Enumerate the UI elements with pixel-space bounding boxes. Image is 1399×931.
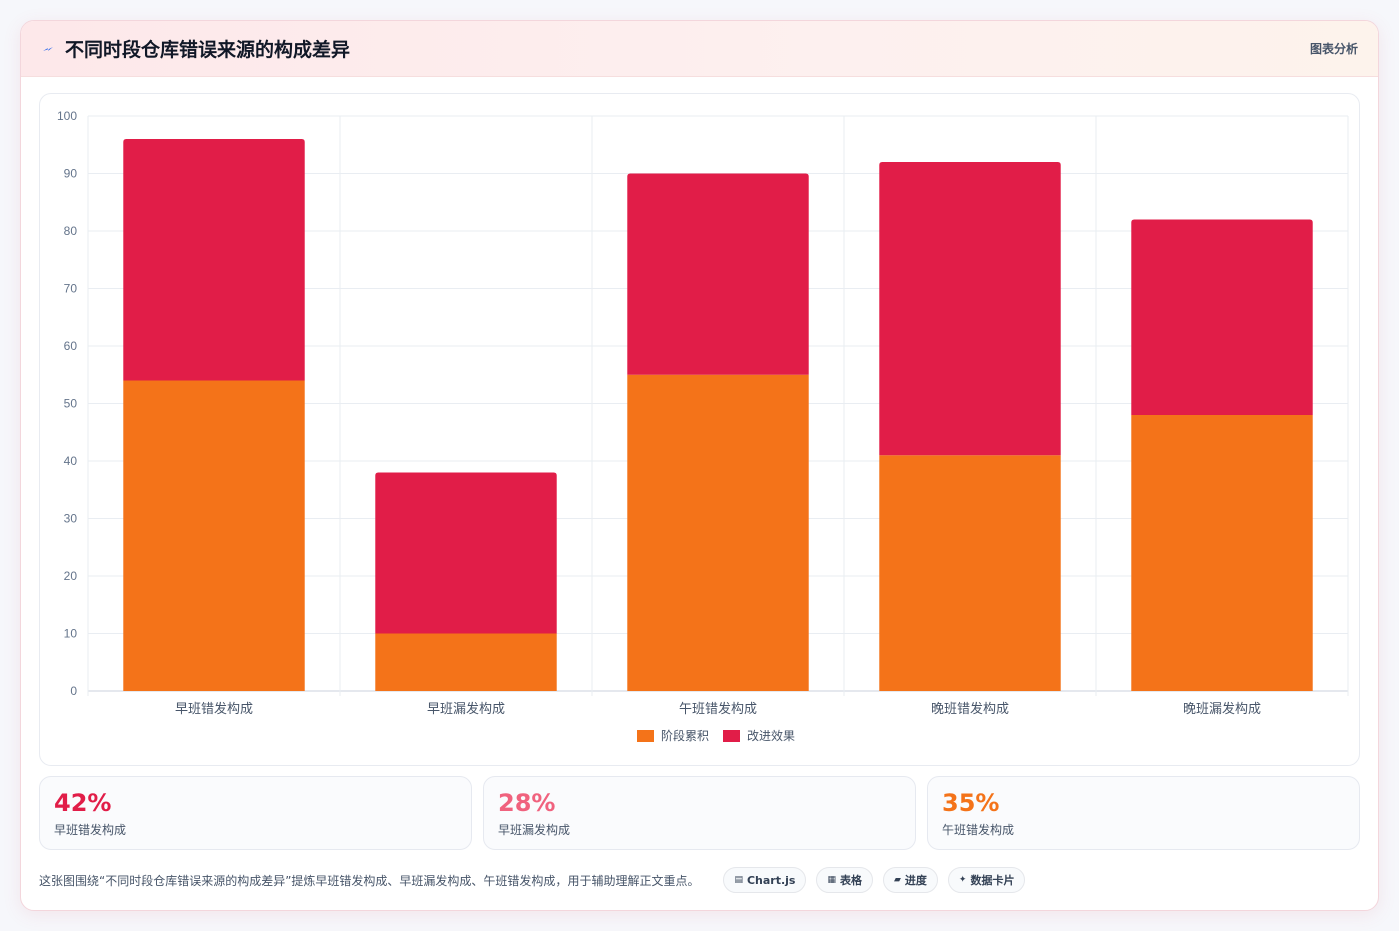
stat-card: 42% 早班错发构成	[39, 776, 472, 850]
y-tick-label: 40	[64, 454, 78, 468]
x-tick-label: 晚班错发构成	[931, 701, 1009, 716]
x-tick-label: 早班错发构成	[175, 701, 253, 716]
page-title: 不同时段仓库错误来源的构成差异	[65, 39, 351, 61]
stat-value: 28%	[498, 789, 556, 817]
chip-label: Chart.js	[746, 873, 796, 887]
bar-segment	[123, 139, 305, 381]
x-tick-label: 晚班漏发构成	[1183, 701, 1261, 716]
chart-card: 不同时段仓库错误来源的构成差异 图表分析 0 10 20 30 40 50 60 70 80 90…	[20, 20, 1379, 911]
bar-segment	[627, 374, 809, 691]
title-wrap: 不同时段仓库错误来源的构成差异	[41, 35, 350, 62]
card-header: 不同时段仓库错误来源的构成差异 图表分析	[21, 21, 1378, 77]
y-tick-label: 100	[57, 109, 77, 123]
stat-label: 午班错发构成	[942, 823, 1015, 837]
y-tick-label: 60	[64, 339, 78, 353]
chart-icon: ▤	[734, 875, 743, 885]
chip-chartjs[interactable]: ▤ Chart.js	[723, 867, 807, 893]
lightning-icon	[43, 46, 53, 51]
legend-label: 改进效果	[747, 728, 795, 743]
table-icon: ▦	[827, 875, 836, 885]
header-tag: 图表分析	[1309, 42, 1358, 56]
stat-card: 28% 早班漏发构成	[483, 776, 916, 850]
stat-value: 35%	[942, 789, 1000, 817]
y-tick-label: 90	[64, 167, 78, 181]
chip-label: 进度	[904, 874, 927, 887]
stat-label: 早班漏发构成	[498, 823, 571, 837]
progress-icon: ▰	[894, 875, 901, 885]
footer: 这张图围绕“不同时段仓库错误来源的构成差异”提炼早班错发构成、早班漏发构成、午班…	[39, 864, 1360, 896]
y-tick-label: 0	[70, 684, 77, 698]
legend-swatch	[723, 730, 740, 742]
bar-segment	[627, 173, 809, 375]
y-tick-label: 50	[64, 397, 78, 411]
y-tick-label: 30	[64, 512, 78, 526]
legend-swatch	[637, 730, 654, 742]
bar-segment	[879, 162, 1061, 456]
chart-container: 0 10 20 30 40 50 60 70 80 90 100 早班错发构成 早班漏发构成 午班错发构成…	[39, 93, 1360, 766]
bar-segment	[375, 633, 557, 691]
chip-progress[interactable]: ▰ 进度	[883, 867, 938, 893]
x-tick-label: 午班错发构成	[679, 701, 757, 716]
chip-table[interactable]: ▦ 表格	[816, 867, 873, 893]
footer-description: 这张图围绕“不同时段仓库错误来源的构成差异”提炼早班错发构成、早班漏发构成、午班…	[39, 873, 700, 888]
y-tick-label: 70	[64, 282, 78, 296]
chip-label: 数据卡片	[970, 874, 1015, 887]
stat-cards: 42% 早班错发构成 28% 早班漏发构成 35% 午班错发构成	[39, 776, 1360, 850]
legend-label: 阶段累积	[661, 728, 709, 743]
bar-segment	[1131, 415, 1313, 691]
bar-segment	[1131, 219, 1313, 415]
bar-segment	[375, 472, 557, 634]
chip-label: 表格	[840, 874, 862, 887]
bar-segment	[879, 455, 1061, 691]
y-tick-label: 10	[64, 627, 78, 641]
sparkle-icon: ✦	[958, 875, 967, 885]
stat-label: 早班错发构成	[54, 823, 127, 837]
stacked-bar-chart: 0 10 20 30 40 50 60 70 80 90 100 早班错发构成 早班漏发构成 午班错发构成…	[57, 109, 1349, 743]
y-tick-label: 20	[64, 569, 78, 583]
x-tick-label: 早班漏发构成	[427, 701, 505, 716]
y-tick-label: 80	[64, 224, 78, 238]
chip-data-card[interactable]: ✦ 数据卡片	[947, 867, 1026, 893]
bar-segment	[123, 380, 305, 691]
stat-card: 35% 午班错发构成	[927, 776, 1360, 850]
stat-value: 42%	[54, 789, 112, 817]
